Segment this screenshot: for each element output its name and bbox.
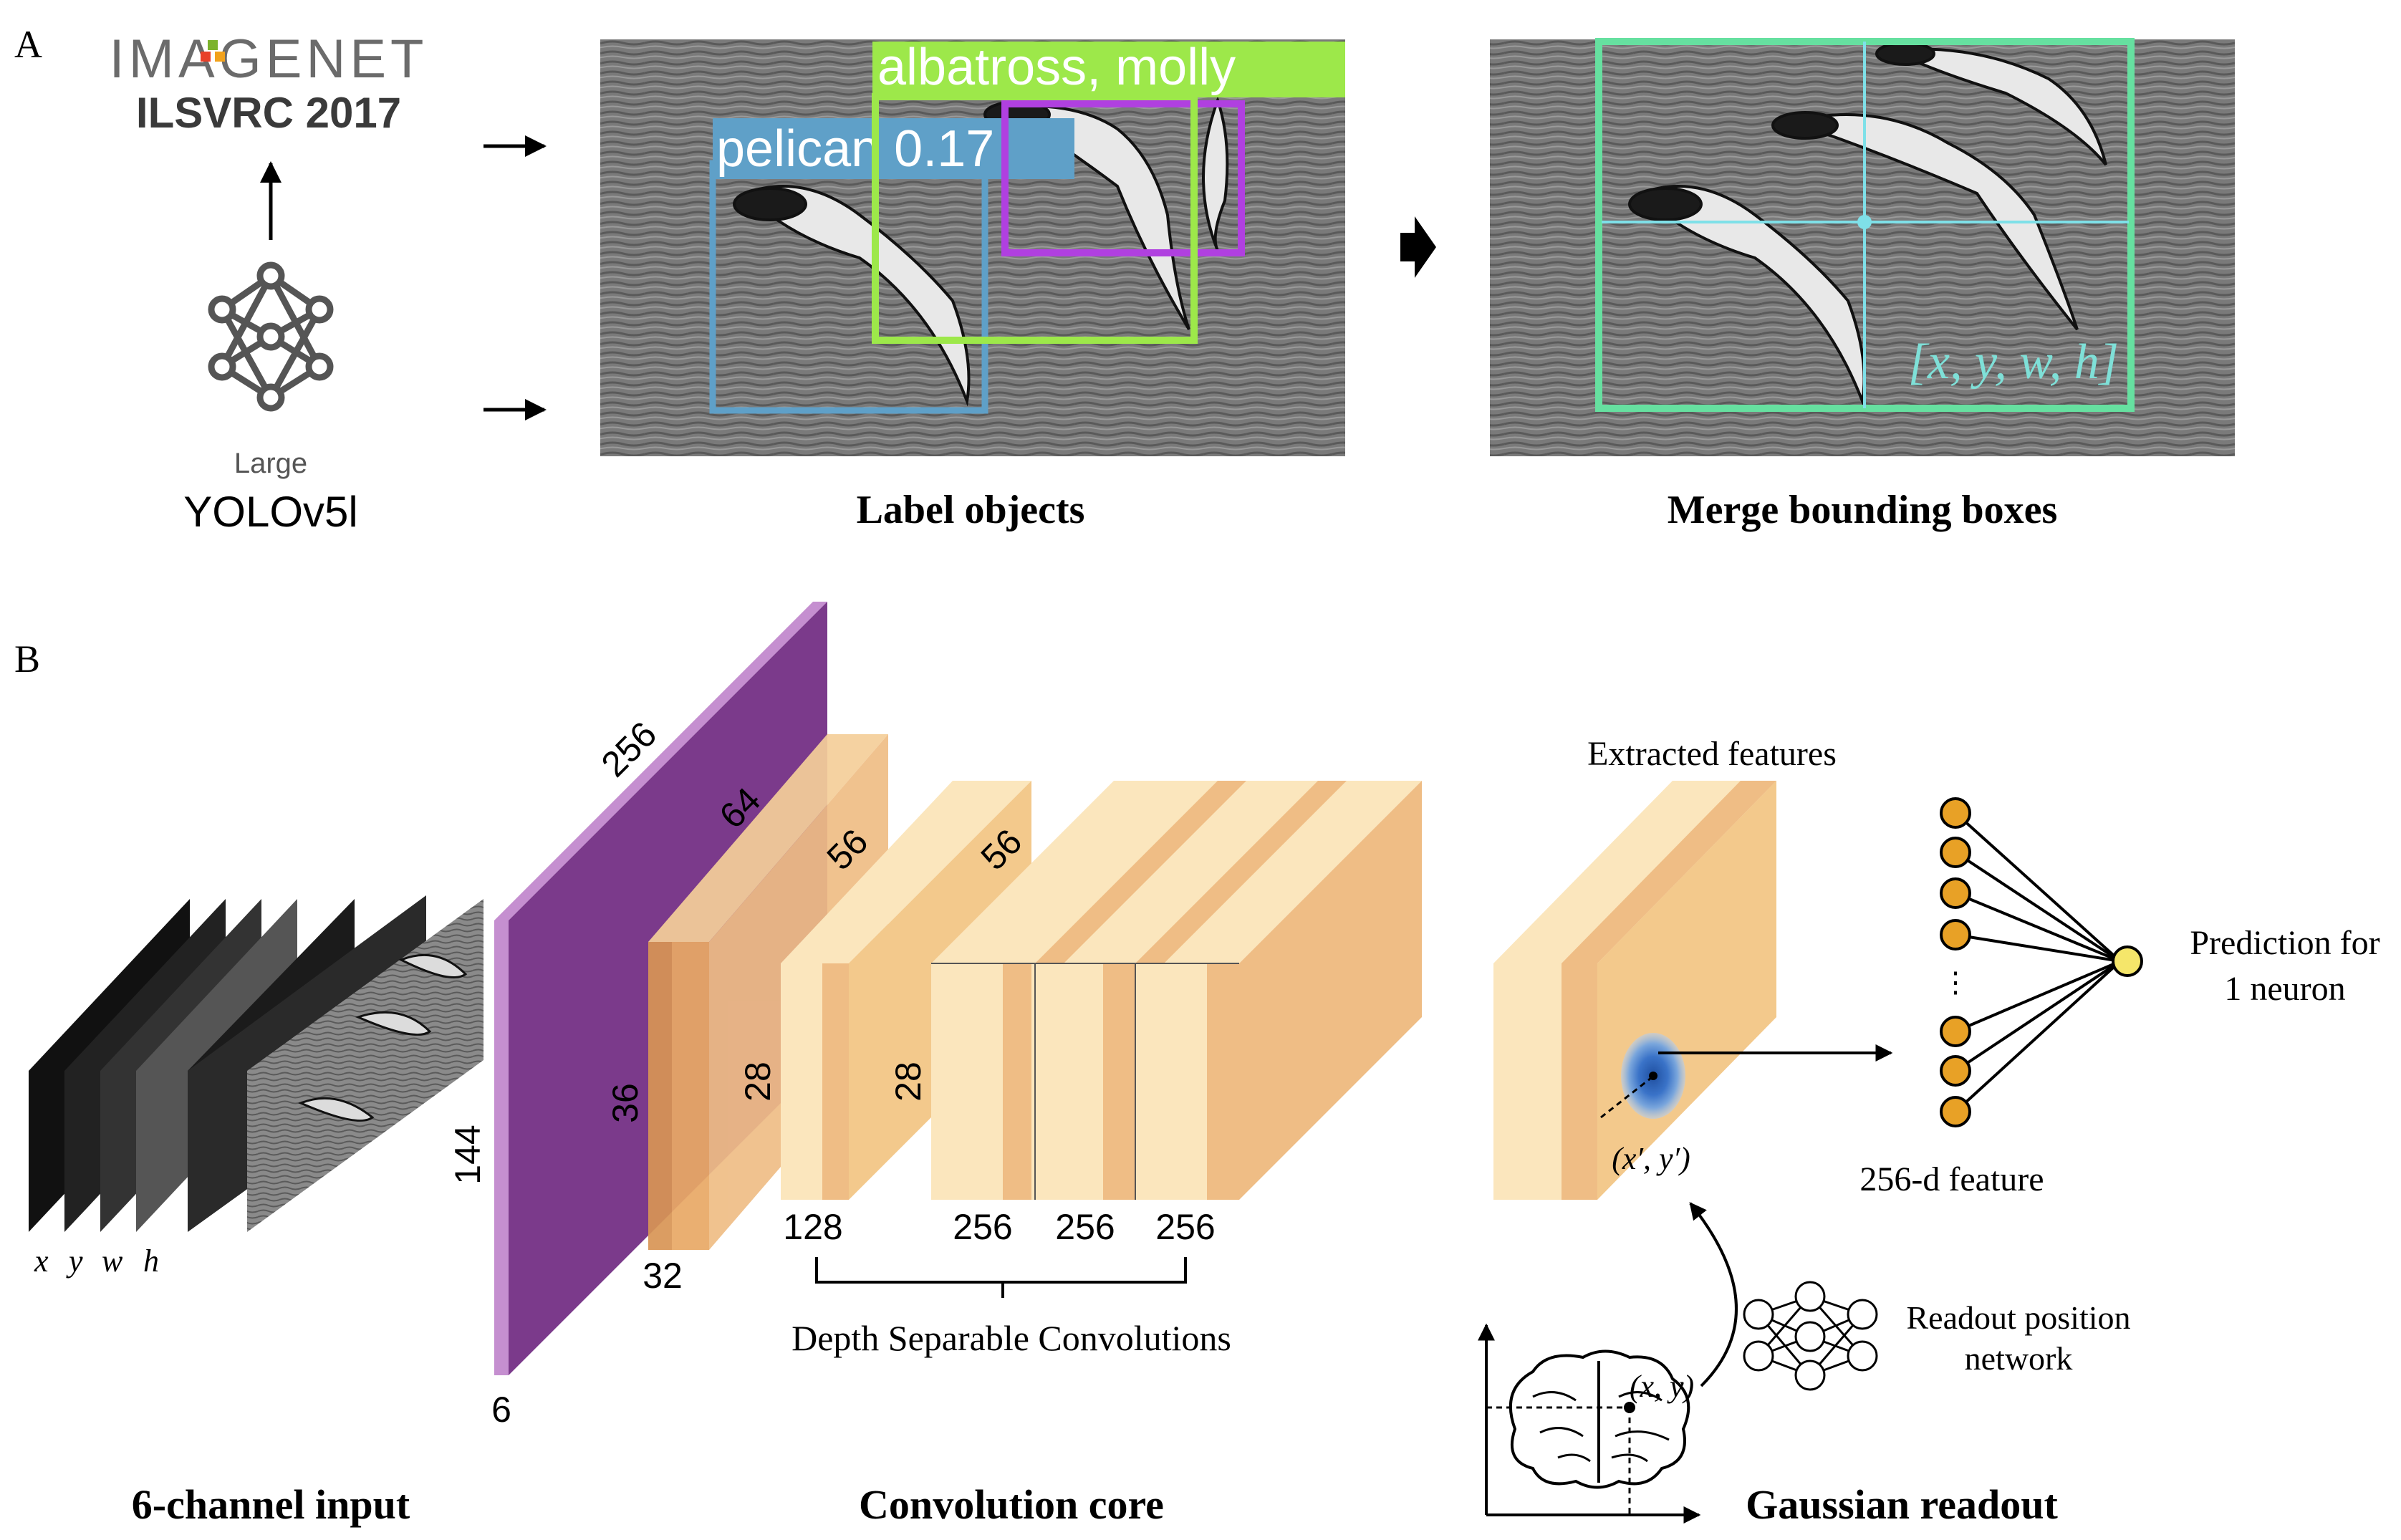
- xy-label: (x, y): [1630, 1369, 1694, 1404]
- albatross-label: albatross, molly: [877, 39, 1236, 96]
- conv1-depth-label: 6: [491, 1390, 511, 1430]
- conv3-height-label: 28: [738, 1062, 778, 1102]
- feature-label: 256-d feature: [1859, 1160, 2044, 1198]
- imagenet-logo: IMAGENET: [110, 29, 428, 90]
- readout-network-icon: [1743, 1281, 1878, 1391]
- conv4-height-label: 28: [888, 1062, 928, 1102]
- violet-box: [1001, 100, 1245, 256]
- extracted-feature-map: [1493, 781, 1776, 1200]
- input-caption: 6-channel input: [132, 1481, 410, 1528]
- readout-net-line-2: network: [1965, 1340, 2073, 1377]
- pelican-label-bg: [713, 118, 1074, 179]
- panel-a-label: A: [14, 23, 42, 66]
- merged-box-label: [x, y, w, h]: [1908, 335, 2119, 390]
- merged-box-image: [x, y, w, h]: [1490, 38, 2235, 456]
- model-name-label: YOLOv5l: [183, 488, 357, 536]
- model-size-label: Large: [234, 448, 307, 479]
- merged-center-point: [1857, 215, 1872, 229]
- neural-network-icon: [208, 261, 334, 412]
- readout-net-line-1: Readout position: [1906, 1299, 2130, 1336]
- conv4-depth-b: 256: [1055, 1207, 1115, 1247]
- channel-label-h: h: [143, 1243, 159, 1279]
- conv-core-caption: Convolution core: [859, 1481, 1164, 1528]
- labeled-detection-image: pelican 0.17 albatross, molly: [600, 39, 1345, 456]
- extracted-features-label: Extracted features: [1587, 735, 1837, 773]
- merge-boxes-caption: Merge bounding boxes: [1668, 488, 2058, 532]
- position-arrow: [1689, 1202, 1738, 1387]
- conv3-depth-label: 128: [783, 1207, 842, 1247]
- input-channel-stack: [29, 895, 483, 1232]
- channel-label-x: x: [34, 1243, 49, 1279]
- prediction-node: [2112, 945, 2143, 977]
- imagenet-logo-icon: [201, 40, 225, 62]
- prediction-line-2: 1 neuron: [2224, 970, 2345, 1008]
- conv-layer-4: [931, 781, 1422, 1200]
- channel-label-w: w: [102, 1243, 123, 1279]
- gaussian-guide: [1600, 1077, 1652, 1119]
- prediction-line-1: Prediction for: [2190, 924, 2380, 962]
- arrow-to-merge: [1400, 216, 1436, 278]
- gaussian-readout-caption: Gaussian readout: [1746, 1481, 2058, 1528]
- channel-label-y: y: [66, 1243, 83, 1279]
- pelican-label: pelican 0.17: [716, 120, 994, 178]
- panel-b-label: B: [14, 637, 40, 680]
- albatross-label-bg: [872, 42, 1345, 97]
- ilsvrc-label: ILSVRC 2017: [136, 89, 401, 137]
- nodes-ellipsis: ⋮: [1941, 966, 1970, 998]
- label-objects-caption: Label objects: [857, 488, 1085, 532]
- conv2-height-label: 36: [605, 1083, 645, 1123]
- feature-vector-nodes: [1940, 797, 2122, 1127]
- conv4-depth-a: 256: [953, 1207, 1012, 1247]
- conv2-depth-label: 32: [643, 1256, 683, 1296]
- dsc-label: Depth Separable Convolutions: [791, 1318, 1231, 1358]
- brain-point: [1624, 1402, 1635, 1413]
- dsc-bracket: [815, 1257, 1187, 1284]
- conv4-depth-c: 256: [1155, 1207, 1215, 1247]
- conv1-height-label: 144: [448, 1125, 488, 1184]
- brain-icon: [1509, 1349, 1690, 1489]
- xy-prime-label: (x′, y′): [1612, 1141, 1690, 1176]
